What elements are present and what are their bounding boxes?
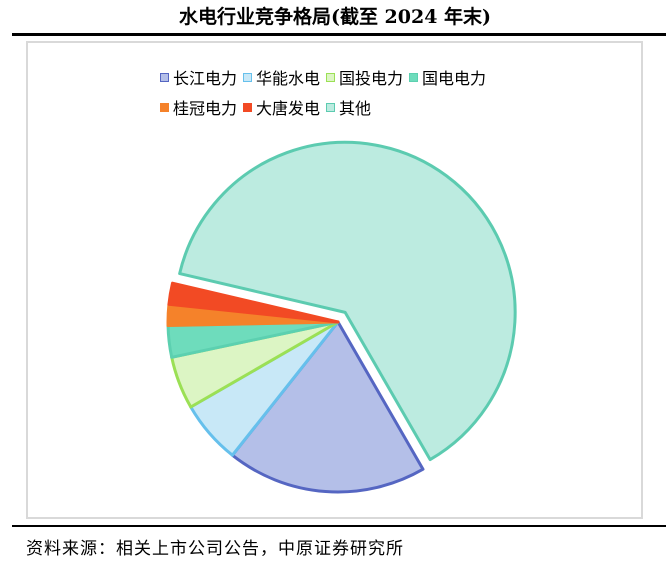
pie-slice: [230, 320, 425, 494]
legend-item: 大唐发电: [243, 95, 320, 119]
legend-swatch: [243, 102, 253, 112]
chart-title: 水电行业竞争格局(截至 2024 年末): [178, 6, 492, 28]
legend-swatch: [326, 72, 336, 82]
legend-item: 其他: [326, 95, 371, 119]
legend-swatch: [243, 72, 253, 82]
legend-label: 大唐发电: [256, 99, 321, 118]
source-note: 资料来源：相关上市公司公告，中原证券研究所: [26, 539, 404, 559]
source-rule: [12, 525, 666, 527]
legend-row-2: 桂冠电力 大唐发电 其他: [160, 92, 560, 122]
title-underline: [12, 33, 666, 36]
pie-slice: [178, 140, 517, 462]
legend-swatch: [160, 72, 169, 82]
legend-row-1: 长江电力 华能水电 国投电力 国电电力: [160, 62, 560, 92]
legend-label: 国投电力: [339, 69, 404, 88]
legend-label: 其他: [339, 99, 372, 118]
legend-item: 国投电力: [326, 65, 403, 89]
legend-label: 国电电力: [422, 69, 487, 88]
legend-item: 桂冠电力: [160, 95, 237, 119]
legend-label: 华能水电: [256, 69, 321, 88]
legend-swatch: [326, 102, 336, 112]
legend-swatch: [160, 102, 169, 112]
legend-item: 国电电力: [409, 65, 486, 89]
legend: 长江电力 华能水电 国投电力 国电电力 桂冠电力 大唐发电 其他: [160, 62, 560, 122]
pie-slice: [167, 281, 340, 324]
legend-label: 长江电力: [173, 69, 238, 88]
legend-item: 华能水电: [243, 65, 320, 89]
legend-item: 长江电力: [160, 65, 237, 89]
legend-swatch: [409, 72, 419, 82]
legend-label: 桂冠电力: [173, 99, 238, 118]
